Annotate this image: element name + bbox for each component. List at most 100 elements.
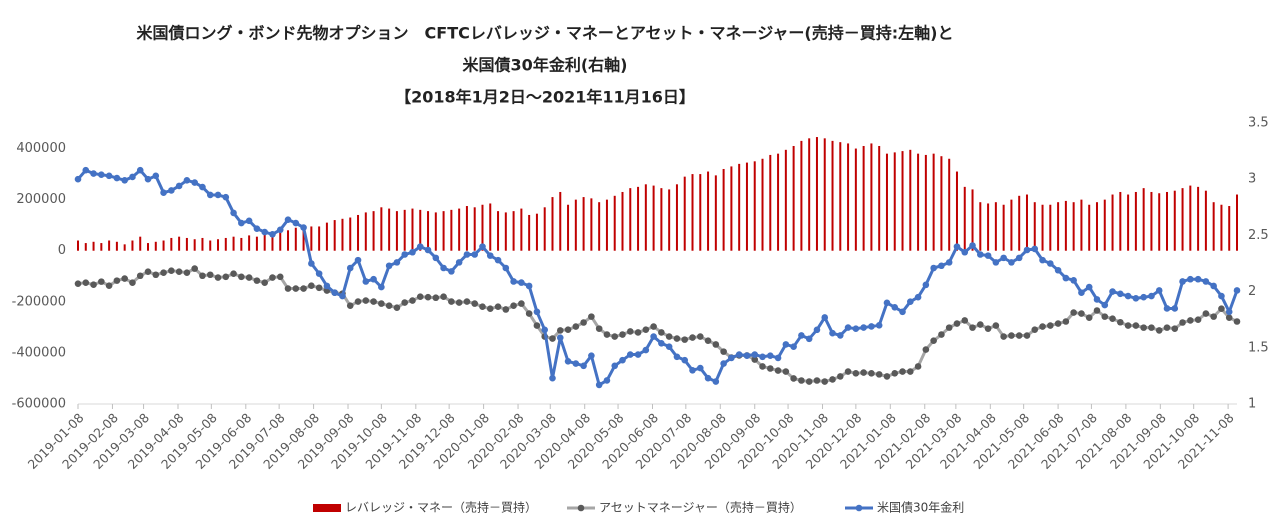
series-marker xyxy=(704,337,712,344)
series-marker xyxy=(868,370,875,377)
bar xyxy=(232,236,235,251)
series-marker xyxy=(432,294,440,302)
series-marker xyxy=(580,362,587,370)
bar xyxy=(823,138,826,251)
series-marker xyxy=(331,289,338,297)
series-marker xyxy=(206,271,214,279)
y-tick-label: 400000 xyxy=(16,141,66,156)
series-marker xyxy=(261,279,268,286)
series-marker xyxy=(1070,309,1077,316)
series-marker xyxy=(907,298,914,306)
bar xyxy=(901,151,904,251)
y2-tick-label: 2 xyxy=(1248,284,1256,299)
series-marker xyxy=(868,323,875,330)
series-marker xyxy=(813,326,821,334)
series-marker xyxy=(129,279,136,286)
bar xyxy=(341,218,344,251)
series-marker xyxy=(805,335,813,343)
y-tick-label: -400000 xyxy=(12,345,66,360)
series-marker xyxy=(821,378,829,385)
series-marker xyxy=(292,285,300,292)
series-marker xyxy=(1015,332,1023,339)
series-marker xyxy=(113,174,121,182)
bar xyxy=(878,145,881,251)
bar xyxy=(784,149,787,251)
bar xyxy=(535,213,538,251)
series-marker xyxy=(98,171,105,179)
bar xyxy=(885,153,888,251)
series-marker xyxy=(619,356,626,364)
bar xyxy=(201,237,204,251)
series-marker xyxy=(1202,278,1210,285)
bar xyxy=(217,239,220,251)
series-marker xyxy=(1124,322,1132,329)
series-marker xyxy=(1093,296,1101,303)
series-marker xyxy=(1054,266,1062,274)
series-marker xyxy=(549,335,556,342)
series-marker xyxy=(1155,287,1163,294)
series-marker xyxy=(1062,318,1070,325)
bar xyxy=(1111,194,1114,251)
bar xyxy=(92,241,95,251)
series-marker xyxy=(564,357,572,365)
bar xyxy=(434,212,437,251)
series-marker xyxy=(1225,308,1233,316)
bar xyxy=(971,189,974,251)
bar xyxy=(738,163,741,251)
bar xyxy=(170,237,173,251)
series-marker xyxy=(836,373,844,380)
series-marker xyxy=(1148,292,1155,300)
bar xyxy=(839,142,842,251)
series-marker xyxy=(1218,305,1225,313)
series-marker xyxy=(572,360,580,367)
bar xyxy=(310,226,313,251)
series-marker xyxy=(354,256,362,264)
bar xyxy=(458,208,461,251)
series-marker xyxy=(883,373,891,380)
bar xyxy=(139,236,142,251)
bar xyxy=(1212,202,1215,251)
bar xyxy=(932,153,935,251)
series-marker xyxy=(346,264,354,272)
series-marker xyxy=(455,259,463,266)
bar xyxy=(147,243,150,251)
bar xyxy=(994,202,997,251)
series-marker xyxy=(393,304,401,311)
series-marker xyxy=(1023,332,1031,339)
bar xyxy=(598,202,601,251)
series-marker xyxy=(1109,315,1116,322)
bar xyxy=(862,145,865,251)
series-marker xyxy=(292,219,300,227)
bar xyxy=(287,230,290,251)
bar xyxy=(123,244,126,251)
bar xyxy=(77,240,79,251)
series-marker xyxy=(121,275,128,282)
bar xyxy=(1010,199,1013,251)
series-marker xyxy=(253,277,261,284)
series-marker xyxy=(362,297,370,304)
series-marker xyxy=(1008,259,1015,266)
bar xyxy=(380,207,383,251)
series-marker xyxy=(152,271,160,279)
series-marker xyxy=(852,325,860,332)
series-marker xyxy=(1031,326,1039,333)
series-marker xyxy=(549,374,556,382)
series-marker xyxy=(658,329,665,336)
series-marker xyxy=(494,256,502,264)
series-marker xyxy=(689,334,696,341)
bar xyxy=(621,191,624,251)
bar xyxy=(1127,194,1130,251)
bar xyxy=(1197,186,1200,251)
series-marker xyxy=(214,274,222,281)
bar xyxy=(1220,204,1223,251)
series-marker xyxy=(821,314,829,321)
series-marker xyxy=(626,328,634,335)
bar xyxy=(240,237,243,251)
series-marker xyxy=(1132,295,1140,302)
series-marker xyxy=(603,331,611,338)
series-marker xyxy=(214,191,222,199)
series-marker xyxy=(969,242,976,249)
y2-tick-label: 3.5 xyxy=(1248,116,1269,131)
series-marker xyxy=(90,170,97,177)
series-marker xyxy=(510,278,517,285)
